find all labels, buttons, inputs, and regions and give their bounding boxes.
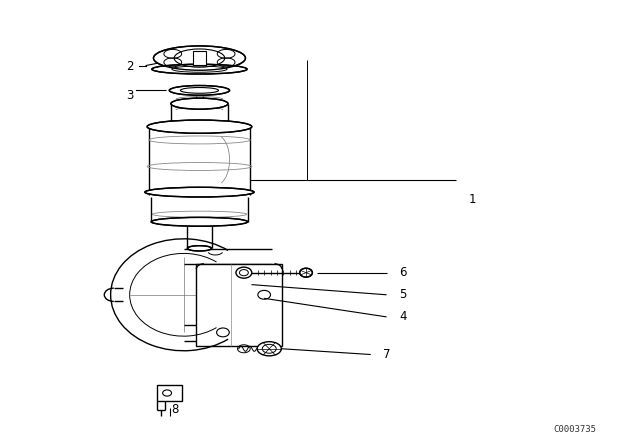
- Ellipse shape: [257, 342, 282, 356]
- Text: 2: 2: [127, 60, 134, 73]
- Ellipse shape: [145, 187, 254, 197]
- Text: 5: 5: [399, 289, 406, 302]
- Text: 6: 6: [399, 266, 407, 279]
- Text: 1: 1: [469, 193, 477, 206]
- FancyBboxPatch shape: [196, 264, 282, 346]
- Text: 8: 8: [171, 403, 179, 416]
- Ellipse shape: [188, 246, 211, 251]
- Ellipse shape: [196, 100, 204, 104]
- Ellipse shape: [147, 120, 252, 134]
- Text: 7: 7: [383, 348, 391, 361]
- Ellipse shape: [236, 267, 252, 278]
- Text: 4: 4: [399, 310, 407, 323]
- Ellipse shape: [171, 98, 228, 109]
- Ellipse shape: [300, 268, 312, 277]
- FancyBboxPatch shape: [193, 52, 206, 65]
- Ellipse shape: [170, 86, 230, 95]
- Text: C0003735: C0003735: [553, 425, 596, 434]
- Ellipse shape: [154, 46, 246, 70]
- Ellipse shape: [151, 217, 248, 226]
- Text: 3: 3: [127, 89, 134, 102]
- Ellipse shape: [152, 64, 247, 74]
- FancyBboxPatch shape: [157, 384, 182, 401]
